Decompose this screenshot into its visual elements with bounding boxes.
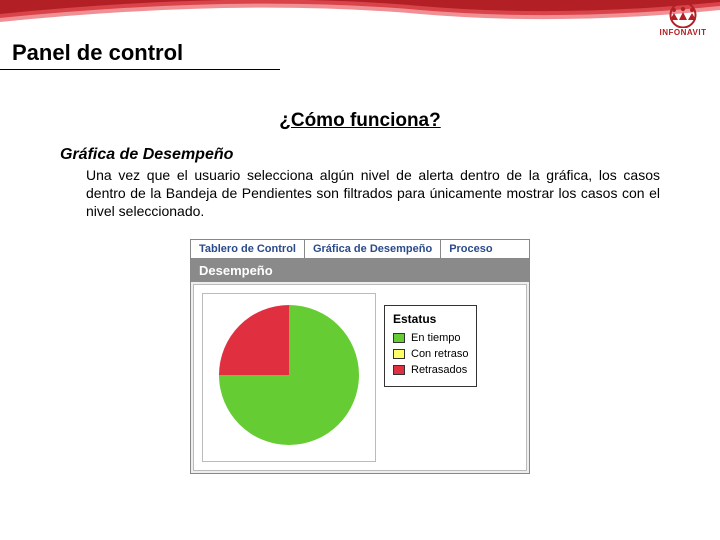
section-body: Una vez que el usuario selecciona algún …: [60, 166, 660, 221]
brand-name: INFONAVIT: [659, 28, 706, 37]
legend-label: Retrasados: [411, 364, 467, 376]
legend-item-con-retraso[interactable]: Con retraso: [393, 348, 468, 360]
legend-item-en-tiempo[interactable]: En tiempo: [393, 332, 468, 344]
widget-tabs: Tablero de Control Gráfica de Desempeño …: [191, 240, 529, 259]
main-content: ¿Cómo funciona? Gráfica de Desempeño Una…: [0, 110, 720, 474]
widget-title: Desempeño: [191, 259, 529, 282]
section-question: ¿Cómo funciona?: [60, 110, 660, 132]
legend-label: Con retraso: [411, 348, 468, 360]
widget-body: Estatus En tiempo Con retraso Retrasados: [193, 284, 527, 471]
section-subtitle: Gráfica de Desempeño: [60, 146, 660, 164]
tab-proceso[interactable]: Proceso: [441, 240, 500, 258]
tab-tablero[interactable]: Tablero de Control: [191, 240, 305, 258]
swatch-con-retraso: [393, 349, 405, 359]
swatch-retrasados: [393, 365, 405, 375]
legend: Estatus En tiempo Con retraso Retrasados: [384, 305, 477, 387]
brand-logo: INFONAVIT: [656, 2, 710, 37]
infonavit-icon: [656, 2, 710, 28]
tab-grafica[interactable]: Gráfica de Desempeño: [305, 240, 441, 258]
legend-item-retrasados[interactable]: Retrasados: [393, 364, 468, 376]
header-ribbon: [0, 0, 720, 34]
header-bar: INFONAVIT: [0, 0, 720, 34]
legend-title: Estatus: [393, 312, 468, 326]
pie-chart[interactable]: [202, 293, 376, 462]
pie-slice[interactable]: [219, 305, 289, 375]
swatch-en-tiempo: [393, 333, 405, 343]
page-title: Panel de control: [0, 34, 280, 70]
legend-label: En tiempo: [411, 332, 461, 344]
performance-widget: Tablero de Control Gráfica de Desempeño …: [190, 239, 530, 474]
